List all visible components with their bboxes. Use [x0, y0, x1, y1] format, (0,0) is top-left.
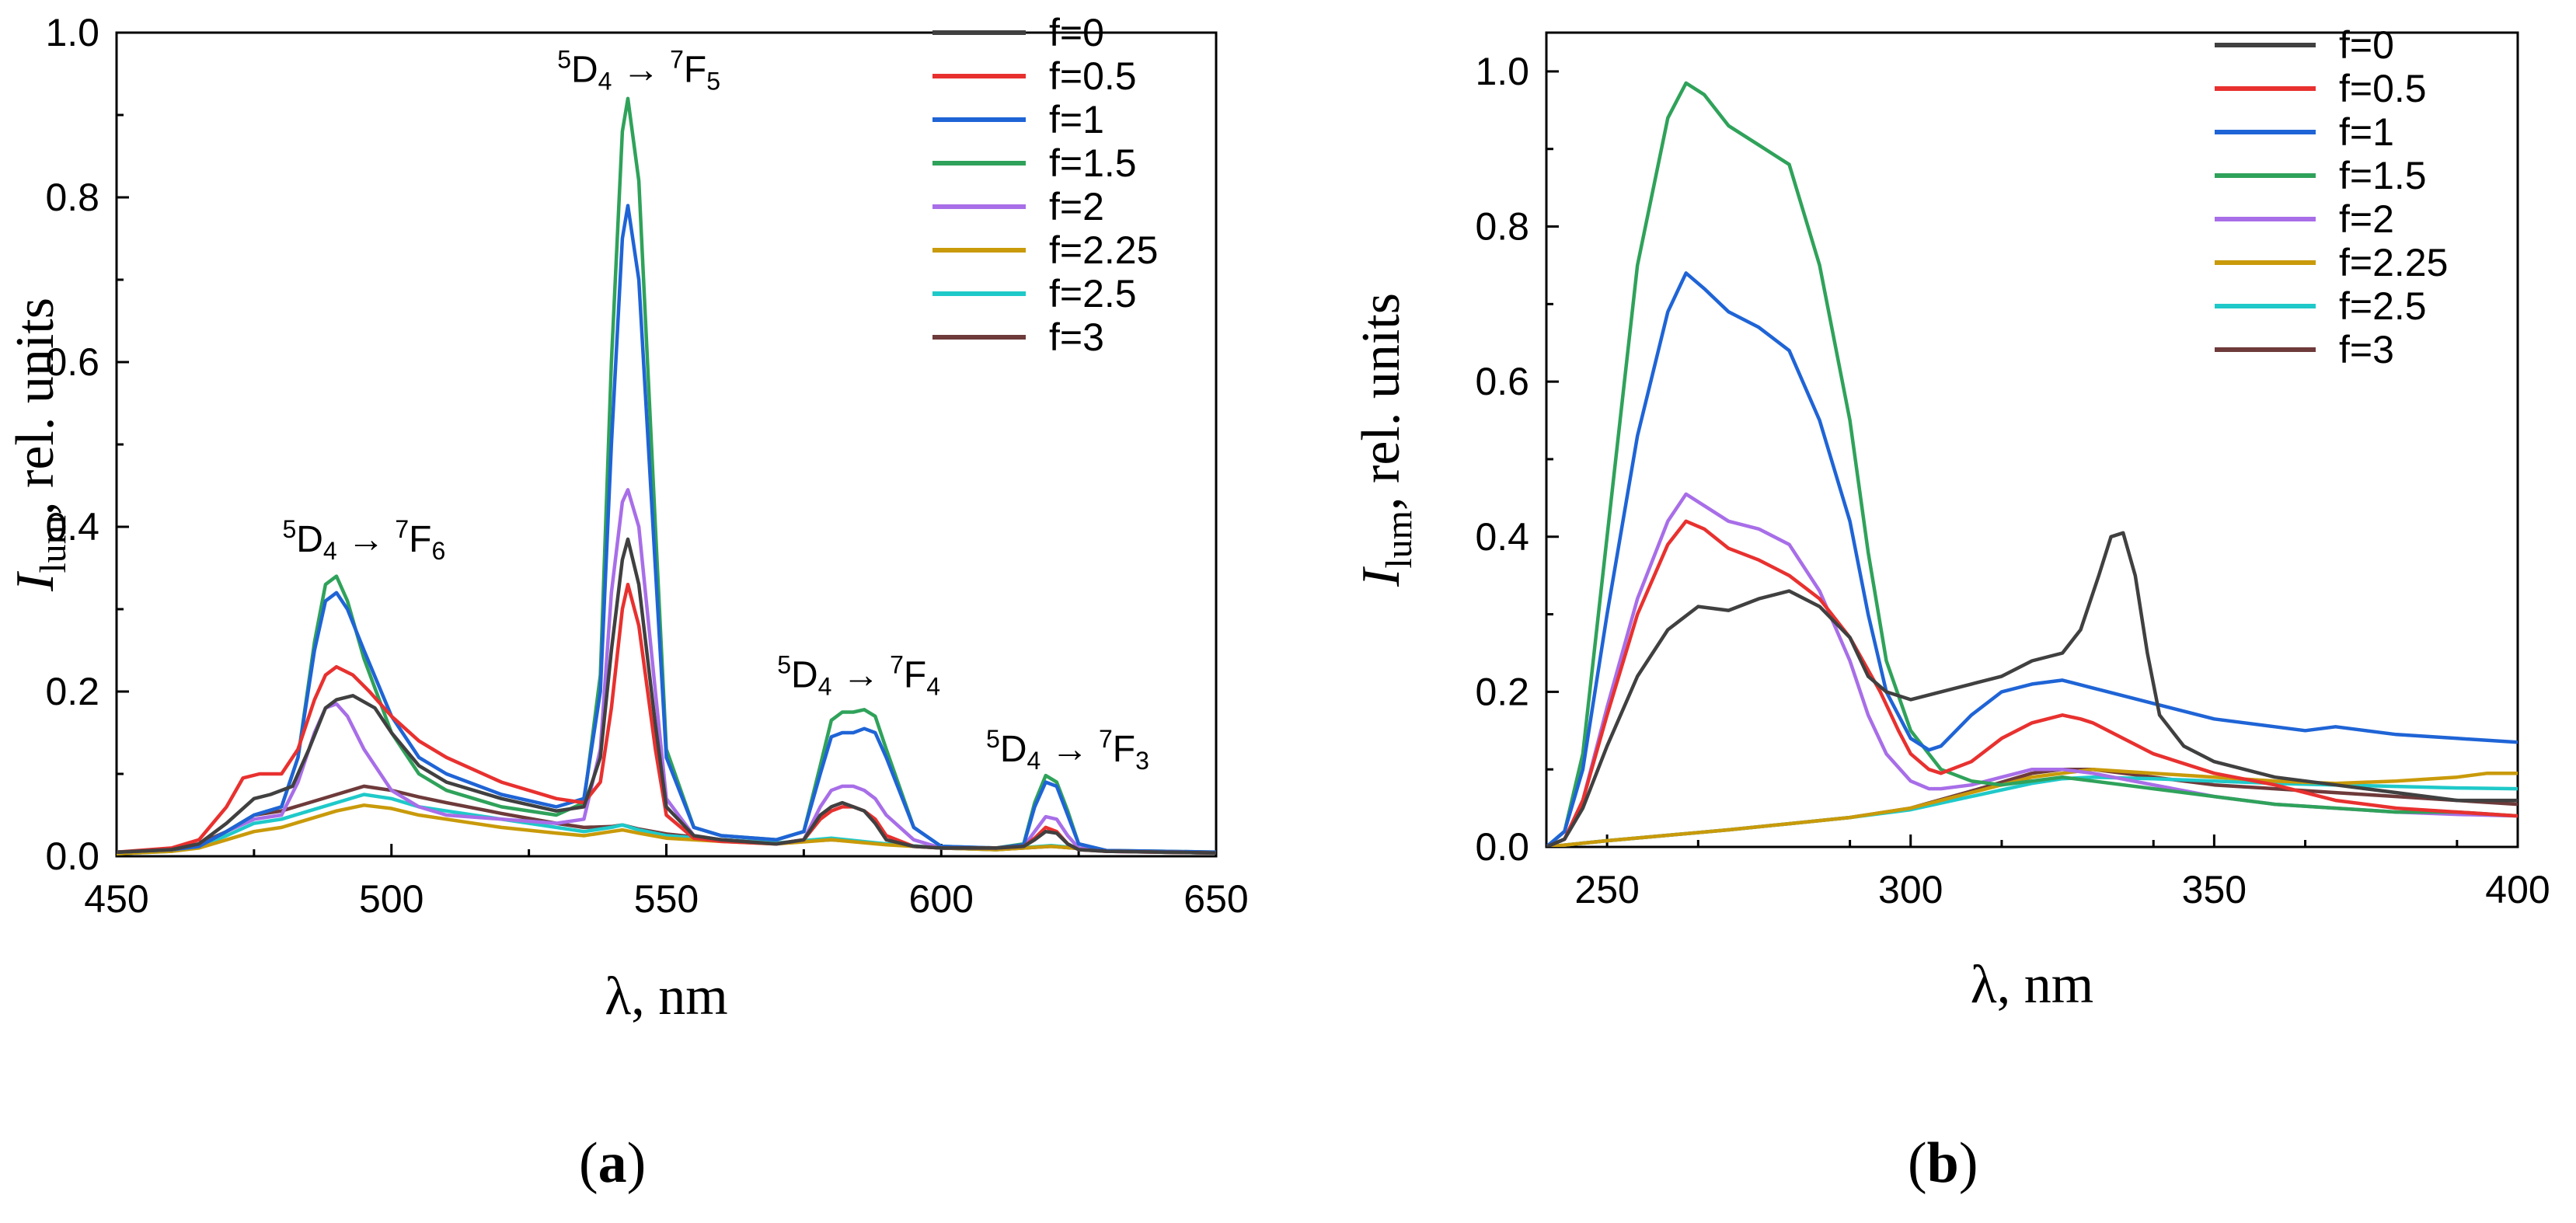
series-line-f=0.5 [1546, 519, 2518, 847]
y-axis-label: Ilum, rel. units [1351, 293, 1420, 587]
transition-annotation: 5D4 → 7F3 [986, 725, 1149, 775]
legend-label: f=3 [1049, 315, 1104, 359]
legend-label: f=2 [2339, 197, 2394, 241]
series-group [1546, 81, 2518, 847]
legend-label: f=2.5 [1049, 272, 1137, 315]
series-line-f=0 [1546, 531, 2518, 847]
legend-label: f=0 [1049, 11, 1104, 54]
series-line-f=1 [1546, 271, 2518, 847]
x-tick-label: 450 [84, 877, 148, 921]
x-axis-label: λ, nm [605, 967, 727, 1026]
legend-label: f=0.5 [1049, 54, 1137, 98]
panel-a-chart: 450 500 550 600 650 0.0 0.2 0.4 0.6 0.8 1.0 λ, nm Il… [5, 11, 1249, 1026]
series-line-f=2.25 [1546, 767, 2518, 847]
series-group [117, 96, 1216, 856]
transition-annotation: 5D4 → 7F4 [777, 651, 940, 701]
y-tick-label: 0.2 [45, 670, 99, 713]
y-axis-label-units: , rel. units [5, 298, 65, 515]
y-axis-label-symbol: I [1351, 566, 1411, 587]
y-tick-label: 0.2 [1475, 670, 1529, 713]
y-axis-label-units: , rel. units [1351, 293, 1411, 510]
panel-b-chart: 250 300 350 400 0.0 0.2 0.4 0.6 0.8 1.0 λ, nm Ilum,… [1351, 23, 2550, 1015]
plot-frame [1545, 31, 2519, 848]
x-tick-label: 300 [1878, 868, 1943, 911]
y-tick-label: 0.0 [45, 834, 99, 878]
legend-label: f=1 [2339, 110, 2394, 154]
x-tick-label: 400 [2485, 868, 2550, 911]
legend-label: f=1.5 [2339, 154, 2427, 197]
x-tick-label: 600 [909, 877, 974, 921]
y-axis-label-subscript: lum [1379, 510, 1420, 569]
legend-label: f=0.5 [2339, 67, 2427, 110]
transition-annotation: 5D4 → 7F6 [282, 515, 445, 565]
x-tick-label: 500 [359, 877, 424, 921]
y-tick-label: 0.4 [45, 505, 99, 549]
y-tick-label: 0.6 [45, 340, 99, 384]
x-tick-label: 350 [2182, 868, 2247, 911]
y-tick-label: 1.0 [1475, 50, 1529, 93]
legend-label: f=2.25 [2339, 241, 2448, 284]
transition-annotation: 5D4 → 7F5 [557, 46, 720, 96]
x-tick-label: 650 [1183, 877, 1248, 921]
series-line-f=1 [117, 204, 1216, 854]
legend-label: f=2.25 [1049, 228, 1158, 272]
x-tick-label: 550 [634, 877, 699, 921]
legend-label: f=1.5 [1049, 141, 1137, 185]
y-tick-label: 0.4 [1475, 515, 1529, 559]
y-tick-label: 0.0 [1475, 825, 1529, 869]
legend-label: f=2 [1049, 185, 1104, 228]
y-axis-label-symbol: I [5, 570, 65, 592]
series-line-f=0 [117, 537, 1216, 855]
y-axis-label-subscript: lum [33, 515, 74, 573]
panel-a-label: (a) [579, 1131, 647, 1195]
y-tick-label: 0.6 [1475, 360, 1529, 403]
y-tick-label: 0.8 [45, 176, 99, 219]
legend-label: f=2.5 [2339, 284, 2427, 328]
y-tick-label: 1.0 [45, 11, 99, 54]
x-tick-label: 250 [1574, 868, 1639, 911]
y-axis-label: Ilum, rel. units [5, 298, 74, 592]
y-tick-label: 0.8 [1475, 205, 1529, 249]
legend-label: f=1 [1049, 98, 1104, 141]
x-axis-label: λ, nm [1971, 955, 2093, 1015]
legend-label: f=0 [2339, 23, 2394, 67]
legend-label: f=3 [2339, 328, 2394, 371]
panel-b-label: (b) [1908, 1131, 1978, 1195]
